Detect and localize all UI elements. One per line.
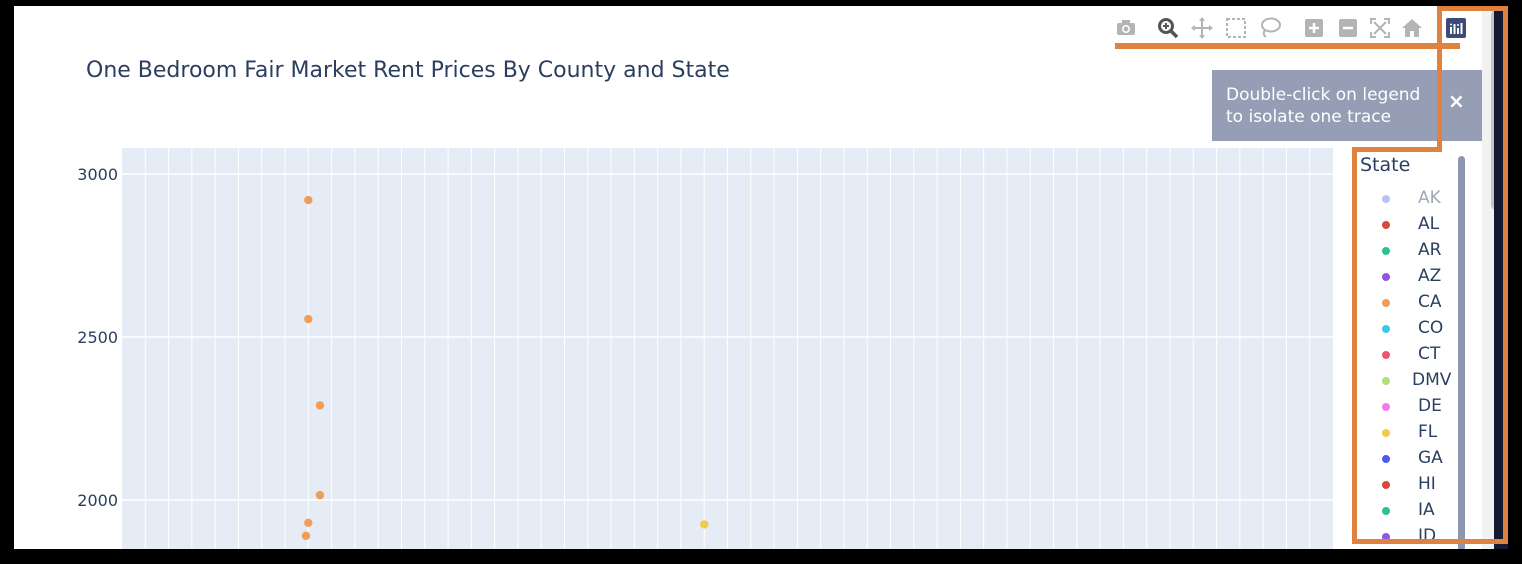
legend-item-de[interactable]: DE bbox=[1354, 394, 1484, 420]
lasso-select-icon[interactable] bbox=[1258, 16, 1282, 40]
legend-marker bbox=[1382, 455, 1390, 463]
reset-axes-icon[interactable] bbox=[1400, 16, 1424, 40]
legend-item-fl[interactable]: FL bbox=[1354, 420, 1484, 446]
legend-item-ga[interactable]: GA bbox=[1354, 446, 1484, 472]
legend-item-ca[interactable]: CA bbox=[1354, 290, 1484, 316]
legend-label: AL bbox=[1418, 214, 1440, 234]
legend-label: AZ bbox=[1418, 266, 1442, 286]
legend-marker bbox=[1382, 533, 1390, 541]
legend-label: GA bbox=[1418, 448, 1443, 468]
legend-label: HI bbox=[1418, 474, 1436, 494]
legend-marker bbox=[1382, 351, 1390, 359]
legend-item-ia[interactable]: IA bbox=[1354, 498, 1484, 524]
legend-marker bbox=[1382, 299, 1390, 307]
legend-marker bbox=[1382, 195, 1390, 203]
legend-title: State bbox=[1360, 154, 1411, 176]
notifier-text: Double-click on legend to isolate one tr… bbox=[1226, 85, 1421, 127]
legend-marker bbox=[1382, 273, 1390, 281]
legend-label: AK bbox=[1418, 188, 1441, 208]
zoom-out-icon[interactable] bbox=[1336, 16, 1360, 40]
data-point-fl[interactable] bbox=[700, 520, 709, 529]
legend-item-az[interactable]: AZ bbox=[1354, 264, 1484, 290]
highlight-box-right bbox=[1503, 6, 1508, 544]
legend-marker bbox=[1382, 325, 1390, 333]
y-axis-ticks: 2000 2500 3000 bbox=[77, 165, 118, 510]
legend-item-ak[interactable]: AK bbox=[1354, 186, 1484, 212]
highlight-box-left bbox=[1352, 147, 1357, 544]
legend-item-al[interactable]: AL bbox=[1354, 212, 1484, 238]
legend-label: CT bbox=[1418, 344, 1441, 364]
legend-label: DMV bbox=[1412, 370, 1452, 390]
legend-label: CA bbox=[1418, 292, 1442, 312]
highlight-box-top bbox=[1352, 147, 1442, 152]
zoom-in-icon[interactable] bbox=[1302, 16, 1326, 40]
legend-marker bbox=[1382, 377, 1390, 385]
autoscale-icon[interactable] bbox=[1368, 16, 1392, 40]
scatter-points bbox=[301, 195, 709, 541]
legend-label: FL bbox=[1418, 422, 1438, 442]
legend-marker bbox=[1382, 403, 1390, 411]
data-point-ca[interactable] bbox=[315, 401, 325, 410]
legend-item-hi[interactable]: HI bbox=[1354, 472, 1484, 498]
legend-marker bbox=[1382, 429, 1390, 437]
highlight-box-topright bbox=[1437, 6, 1508, 11]
data-point-ca[interactable] bbox=[304, 195, 313, 205]
modebar bbox=[1114, 16, 1474, 42]
highlight-box-bottom bbox=[1352, 539, 1508, 544]
legend-marker bbox=[1382, 481, 1390, 489]
plot-area[interactable]: 2000 2500 3000 bbox=[14, 6, 1508, 549]
plot-container: 2000 2500 3000 One Bedroom Fair Market Ren… bbox=[14, 6, 1508, 549]
legend-label: DE bbox=[1418, 396, 1442, 416]
gridlines bbox=[122, 148, 1333, 549]
chart-title: One Bedroom Fair Market Rent Prices By C… bbox=[86, 58, 730, 83]
close-icon[interactable]: × bbox=[1448, 89, 1465, 113]
highlight-underline bbox=[1115, 43, 1460, 49]
legend-marker bbox=[1382, 247, 1390, 255]
legend-marker bbox=[1382, 221, 1390, 229]
pan-icon[interactable] bbox=[1190, 16, 1214, 40]
data-point-ca[interactable] bbox=[304, 314, 313, 324]
camera-icon[interactable] bbox=[1114, 16, 1138, 40]
legend-scrollbar[interactable] bbox=[1458, 156, 1465, 549]
highlight-box-inner bbox=[1437, 6, 1442, 151]
legend-item-ct[interactable]: CT bbox=[1354, 342, 1484, 368]
zoom-icon[interactable] bbox=[1156, 16, 1180, 40]
plotly-logo-icon[interactable] bbox=[1444, 16, 1468, 40]
y-tick-label: 2000 bbox=[77, 491, 118, 510]
legend-label: AR bbox=[1418, 240, 1442, 260]
legend-item-co[interactable]: CO bbox=[1354, 316, 1484, 342]
data-point-ca[interactable] bbox=[304, 518, 313, 528]
data-point-ca[interactable] bbox=[301, 531, 311, 541]
data-point-ca[interactable] bbox=[315, 490, 325, 500]
legend-label: IA bbox=[1418, 500, 1435, 520]
legend-item-dmv[interactable]: DMV bbox=[1354, 368, 1484, 394]
legend-item-ar[interactable]: AR bbox=[1354, 238, 1484, 264]
legend-marker bbox=[1382, 507, 1390, 515]
y-tick-label: 3000 bbox=[77, 165, 118, 184]
box-select-icon[interactable] bbox=[1224, 16, 1248, 40]
legend-label: CO bbox=[1418, 318, 1444, 338]
legend: State AK AL AR AZ CA CO CT DMV DE FL GA HI IA ID bbox=[1354, 146, 1484, 546]
y-tick-label: 2500 bbox=[77, 328, 118, 347]
